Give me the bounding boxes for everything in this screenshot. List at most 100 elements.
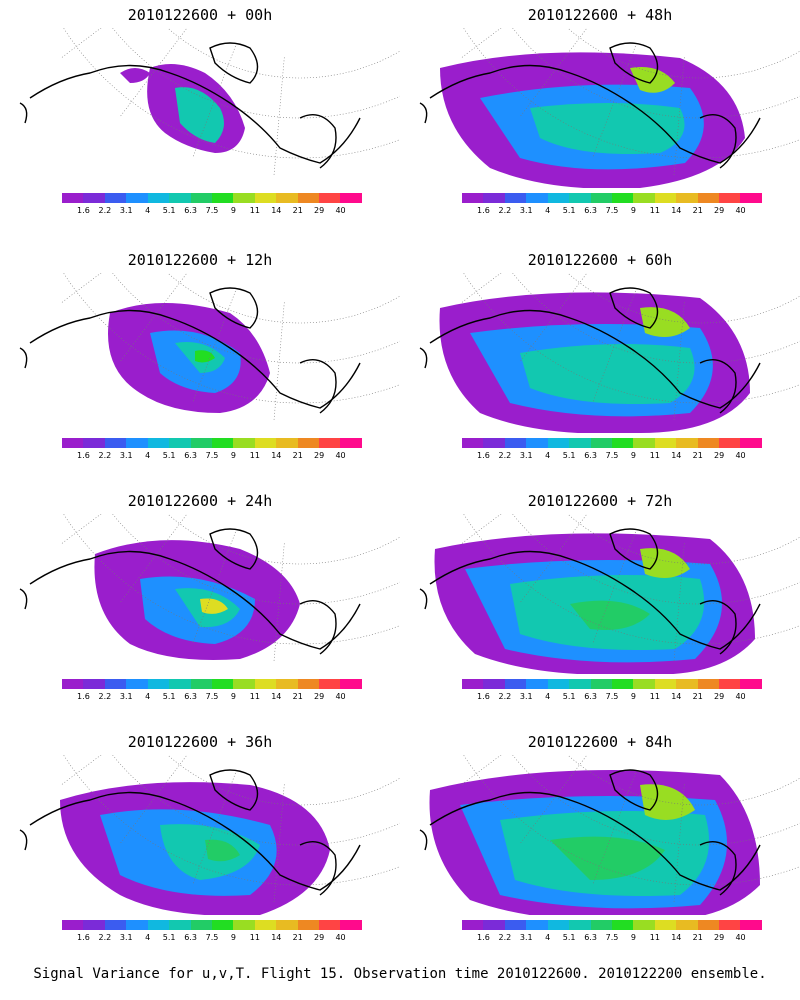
variance-field — [94, 540, 300, 660]
colorbar-swatch — [340, 438, 362, 448]
colorbar-label: 7.5 — [605, 206, 619, 215]
colorbar-swatch — [319, 193, 341, 203]
colorbar-label: 29 — [314, 206, 325, 215]
colorbar-label: 11 — [249, 692, 260, 701]
colorbar-swatch — [569, 920, 591, 930]
colorbar-label: 2.2 — [498, 933, 512, 942]
colorbar-label: 1.6 — [477, 692, 490, 701]
colorbar-label: 21 — [292, 206, 303, 215]
colorbar-swatch — [190, 193, 212, 203]
colorbar — [62, 193, 362, 203]
colorbar-label: 5.1 — [562, 933, 576, 942]
coastline — [19, 528, 361, 655]
colorbar-swatch — [211, 438, 234, 448]
colorbar-swatch — [169, 920, 191, 930]
colorbar-swatch — [233, 193, 255, 203]
colorbar-label: 7.5 — [605, 933, 619, 942]
panel-title: 2010122600 + 60h — [527, 251, 673, 269]
colorbar-swatch — [147, 920, 170, 930]
colorbar-label: 5.1 — [162, 692, 176, 701]
colorbar-swatch — [276, 679, 298, 689]
coastline-path — [429, 791, 761, 891]
colorbar-swatch — [719, 193, 741, 203]
map-plot — [419, 514, 800, 674]
colorbar-swatch — [654, 679, 677, 689]
variance-field — [434, 533, 755, 674]
colorbar-label: 4 — [545, 933, 551, 942]
colorbar-label: 40 — [735, 206, 746, 215]
colorbar-label: 4 — [145, 206, 151, 215]
island-outline — [209, 528, 259, 570]
panel-title: 2010122600 + 24h — [127, 492, 273, 510]
variance-contour — [195, 350, 215, 363]
colorbar-label: 3.1 — [519, 933, 533, 942]
colorbar-label: 21 — [292, 692, 303, 701]
colorbar-label: 1.6 — [477, 451, 490, 460]
colorbar-swatch — [83, 438, 105, 448]
colorbar-label: 9 — [230, 451, 236, 460]
colorbar-swatch — [83, 920, 105, 930]
map-plot — [19, 28, 400, 177]
colorbar-swatch — [104, 193, 127, 203]
colorbar-label: 6.3 — [584, 692, 597, 701]
colorbar-label: 3.1 — [519, 451, 533, 460]
colorbar-swatch — [504, 193, 527, 203]
coastline-path — [429, 64, 761, 164]
colorbar-label: 9 — [230, 206, 236, 215]
colorbar-swatch — [104, 920, 127, 930]
meridian — [460, 755, 502, 786]
meridian — [273, 302, 285, 422]
colorbar-label: 40 — [335, 692, 346, 701]
colorbar-label: 4 — [145, 933, 151, 942]
colorbar-swatch — [276, 193, 298, 203]
meridian — [60, 514, 102, 545]
colorbar-swatch — [297, 679, 320, 689]
colorbar-label: 14 — [271, 933, 282, 942]
colorbar-swatch — [569, 193, 591, 203]
panel-title: 2010122600 + 84h — [527, 733, 673, 751]
variance-field — [439, 292, 750, 433]
colorbar-label: 1.6 — [477, 933, 490, 942]
colorbar-swatch — [254, 920, 277, 930]
map-plot — [419, 28, 800, 188]
colorbar-label: 1.6 — [77, 451, 90, 460]
colorbar — [462, 920, 762, 930]
colorbar-swatch — [190, 920, 212, 930]
meridian — [673, 57, 685, 177]
coastline-path — [429, 550, 761, 650]
colorbar-label: 21 — [692, 692, 703, 701]
colorbar-swatch — [126, 193, 148, 203]
colorbar-swatch — [483, 920, 505, 930]
colorbar-label: 21 — [692, 206, 703, 215]
colorbar-label: 1.6 — [77, 206, 90, 215]
colorbar-swatch — [526, 438, 548, 448]
colorbar-label: 29 — [714, 206, 725, 215]
colorbar-label: 9 — [630, 933, 636, 942]
colorbar-swatch — [719, 438, 741, 448]
panel-title: 2010122600 + 00h — [127, 6, 273, 24]
panel-title: 2010122600 + 72h — [527, 492, 673, 510]
meridian — [592, 290, 636, 404]
coastline-path — [429, 309, 761, 409]
map-panel: 2010122600 + 00h 1.6 2.2 3.1 4 5.1 6.3 7.5 9 11 1… — [0, 0, 400, 245]
variance-contour — [200, 598, 228, 614]
map-grid — [460, 28, 800, 177]
variance-contour — [570, 600, 650, 630]
coastline-path — [699, 114, 737, 169]
colorbar-label: 6.3 — [584, 451, 597, 460]
coastline-path — [19, 347, 28, 369]
colorbar-swatch — [504, 679, 527, 689]
variance-field — [429, 770, 760, 915]
colorbar-swatch — [62, 438, 84, 448]
map-grid — [460, 755, 800, 904]
colorbar-label: 11 — [649, 692, 660, 701]
colorbar-swatch — [462, 679, 484, 689]
colorbar-label: 14 — [271, 451, 282, 460]
colorbar-swatch — [654, 193, 677, 203]
colorbar-label: 14 — [271, 692, 282, 701]
coastline-path — [299, 841, 337, 896]
colorbar-label: 6.3 — [184, 692, 197, 701]
colorbar-label: 29 — [314, 451, 325, 460]
panel-title: 2010122600 + 48h — [527, 6, 673, 24]
map-grid — [460, 273, 800, 422]
